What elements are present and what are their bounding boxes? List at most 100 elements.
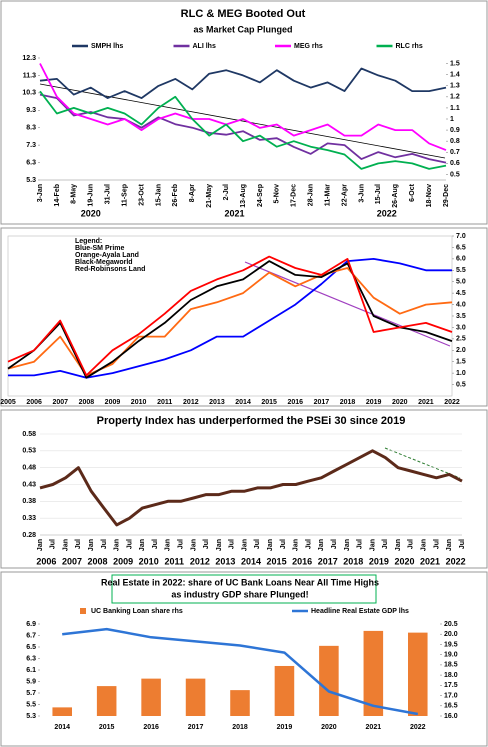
y-tick-label: 1.2 [450,94,460,101]
series-line [39,90,447,170]
legend-title: Legend: [75,238,102,245]
x-tick-label: 18-Nov [426,184,433,207]
x-tick-label: 17-Dec [291,184,298,207]
x-tick-label: 2007 [52,399,68,406]
x-tick-label: 2020 [392,399,408,406]
x-tick-label: 2008 [79,399,95,406]
x-tick-label: 5-Nov [274,184,281,204]
y-tick-label: 12.3 [22,55,36,62]
panel-border [0,227,488,407]
x-tick-label: Jan [446,539,453,551]
y-tick-label: 5.9 [26,678,36,685]
x-group-label: 2013 [215,556,235,566]
y-tick-label: 1.4 [450,71,460,78]
x-group-label: 2020 [394,556,414,566]
legend-label: Black-Megaworld [75,259,133,266]
y-tick-label: 5.7 [26,690,36,697]
x-tick-label: Jul [126,539,133,549]
y-tick-label: 6.3 [26,655,36,662]
y-tick-label: 19.5 [444,641,458,648]
x-group-label: 2017 [318,556,338,566]
y-tick-label: 1.5 [450,60,460,67]
x-tick-label: 2018 [232,724,248,731]
x-tick-label: 2015 [261,399,277,406]
x-group-label: 2007 [62,556,82,566]
x-tick-label: Jul [50,539,57,549]
x-tick-label: 15-Jan [155,184,162,206]
y-tick-label: 5.3 [26,177,36,184]
x-tick-label: 21-May [206,184,213,208]
x-tick-label: Jan [139,539,146,551]
y-tick-label: 6.9 [26,621,36,628]
y-tick-label: 6.0 [456,256,466,263]
y-tick-label: 0.6 [450,160,460,167]
x-tick-label: 26-Aug [392,184,399,208]
x-tick-label: 2014 [235,399,251,406]
bar [363,630,384,716]
x-tick-label: 24-Sep [257,184,264,207]
x-tick-label: 2012 [183,399,199,406]
y-tick-label: 7.3 [26,142,36,149]
y-tick-label: 0.58 [22,431,36,438]
x-tick-label: 2015 [99,724,115,731]
x-tick-label: 3-Jan [37,184,44,202]
x-tick-label: Jan [114,539,121,551]
x-group-label: 2011 [165,556,185,566]
x-tick-label: Jan [88,539,95,551]
x-tick-label: 8-Apr [189,184,196,203]
chart-title: RLC & MEG Booted Out [181,8,306,20]
series-line [7,255,453,377]
x-tick-label: Jul [280,539,287,549]
chart-title: Real Estate in 2022: share of UC Bank Lo… [101,577,379,587]
y-tick-label: 0.8 [450,138,460,145]
y-tick-label: 0.43 [22,481,36,488]
x-tick-label: 2010 [131,399,147,406]
x-tick-label: 2021 [366,724,382,731]
x-group-label: 2021 [225,208,245,218]
x-group-label: 2022 [446,556,466,566]
bar [141,678,161,716]
y-tick-label: 6.7 [26,632,36,639]
x-tick-label: Jan [420,539,427,551]
x-tick-label: 31-Jul [105,184,112,204]
x-tick-label: 2018 [340,399,356,406]
y-tick-label: 9.3 [26,107,36,114]
x-tick-label: 11-Sep [121,184,128,207]
bar [230,690,250,716]
y-tick-label: 18.0 [444,672,458,679]
legend-label: RLC rhs [396,43,423,50]
y-tick-label: 5.5 [456,267,466,274]
y-tick-label: 3.0 [456,324,466,331]
y-tick-label: 1 [450,116,454,123]
y-tick-label: 6.3 [26,159,36,166]
x-tick-label: 3-Jun [358,184,365,203]
y-tick-label: 5.3 [26,713,36,720]
title-box [111,574,377,604]
x-tick-label: 2021 [418,399,434,406]
x-tick-label: Jul [382,539,389,549]
y-tick-label: 0.53 [22,448,36,455]
x-group-label: 2012 [190,556,210,566]
bar [408,632,428,716]
series-line [39,449,463,527]
legend-label: Headline Real Estate GDP lhs [311,608,409,615]
y-tick-label: 0.5 [450,171,460,178]
y-tick-label: 6.5 [456,244,466,251]
x-tick-label: 19-Jun [88,184,95,207]
x-tick-label: Jan [62,539,69,551]
y-tick-label: 0.38 [22,498,36,505]
y-tick-label: 10.3 [22,90,36,97]
x-tick-label: Jan [190,539,197,551]
x-tick-label: 2022 [410,724,426,731]
bar [52,707,72,716]
x-tick-label: Jan [241,539,248,551]
x-tick-label: 2011 [157,399,172,406]
y-tick-label: 0.33 [22,515,36,522]
y-tick-label: 7.0 [456,233,466,240]
x-tick-label: Jan [344,539,351,551]
x-tick-label: 14-Feb [54,184,61,207]
x-tick-label: 6-Oct [409,183,416,202]
x-tick-label: Jul [331,539,338,549]
x-group-label: 2016 [292,556,312,566]
